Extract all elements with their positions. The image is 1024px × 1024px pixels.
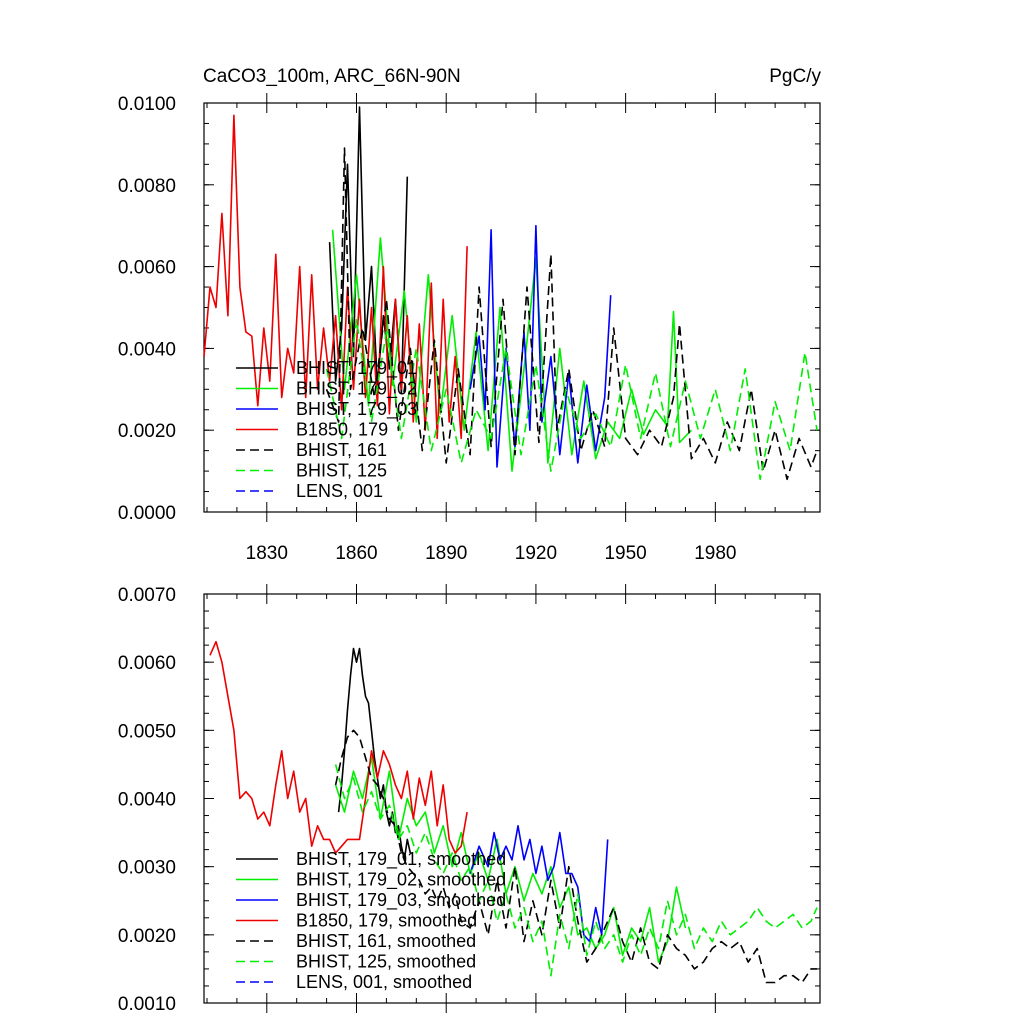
x-tick-label: 1920 — [515, 543, 557, 564]
y-tick-label: 0.0010 — [118, 994, 176, 1015]
legend-label: B1850, 179, smoothed — [296, 911, 477, 931]
legend-label: BHIST, 161, smoothed — [296, 931, 476, 951]
y-tick-label: 0.0050 — [118, 721, 176, 742]
legend-label: BHIST, 179_03 — [296, 399, 417, 420]
x-tick-label: 1980 — [694, 543, 736, 564]
legend-label: LENS, 001, smoothed — [296, 972, 472, 992]
series-line — [334, 756, 687, 963]
legend-label: LENS, 001 — [296, 481, 383, 501]
y-tick-label: 0.0040 — [118, 790, 176, 811]
y-tick-label: 0.0060 — [118, 653, 176, 674]
x-tick-label: 1890 — [425, 543, 467, 564]
series-line — [469, 824, 609, 943]
bottom-panel: 0.0010 0.0020 0.0030 0.0040 0.0050 0.0060 0.00… — [118, 584, 821, 1015]
legend-label: BHIST, 179_02 — [296, 379, 417, 400]
series-line — [331, 229, 692, 472]
x-tick-label: 1860 — [335, 543, 377, 564]
legend-label: BHIST, 125, smoothed — [296, 952, 476, 972]
y-tick-label: 0.0020 — [118, 926, 176, 947]
legend-label: BHIST, 179_01 — [296, 358, 417, 379]
chart-units: PgC/y — [769, 66, 821, 87]
y-tick-label: 0.0100 — [118, 94, 176, 115]
series-line — [334, 764, 818, 977]
y-tick-label: 0.0080 — [118, 176, 176, 197]
chart-title: CaCO3_100m, ARC_66N-90N — [203, 66, 461, 87]
series-line — [469, 224, 612, 468]
x-tick-label: 1950 — [604, 543, 646, 564]
series-line — [325, 147, 818, 481]
legend-label: BHIST, 179_03, smoothed — [296, 890, 506, 911]
legend-label: BHIST, 179_01, smoothed — [296, 849, 506, 870]
series-line — [337, 647, 412, 861]
legend-label: BHIST, 179_02, smoothed — [296, 870, 506, 891]
y-tick-label: 0.0040 — [118, 339, 176, 360]
legend-label: BHIST, 125 — [296, 461, 387, 481]
series-line — [209, 640, 468, 854]
y-tick-label: 0.0060 — [118, 258, 176, 279]
x-tick-label: 1830 — [246, 543, 288, 564]
y-tick-label: 0.0030 — [118, 858, 176, 879]
legend-label: BHIST, 161 — [296, 440, 387, 460]
y-tick-label: 0.0070 — [118, 585, 176, 606]
series-line — [325, 318, 818, 481]
y-tick-label: 0.0000 — [118, 503, 176, 524]
top-panel: 1830 1860 1890 1920 1950 1980 0.0000 0.0020 0.00… — [118, 93, 821, 564]
legend-label: B1850, 179 — [296, 420, 388, 440]
y-tick-label: 0.0020 — [118, 421, 176, 442]
